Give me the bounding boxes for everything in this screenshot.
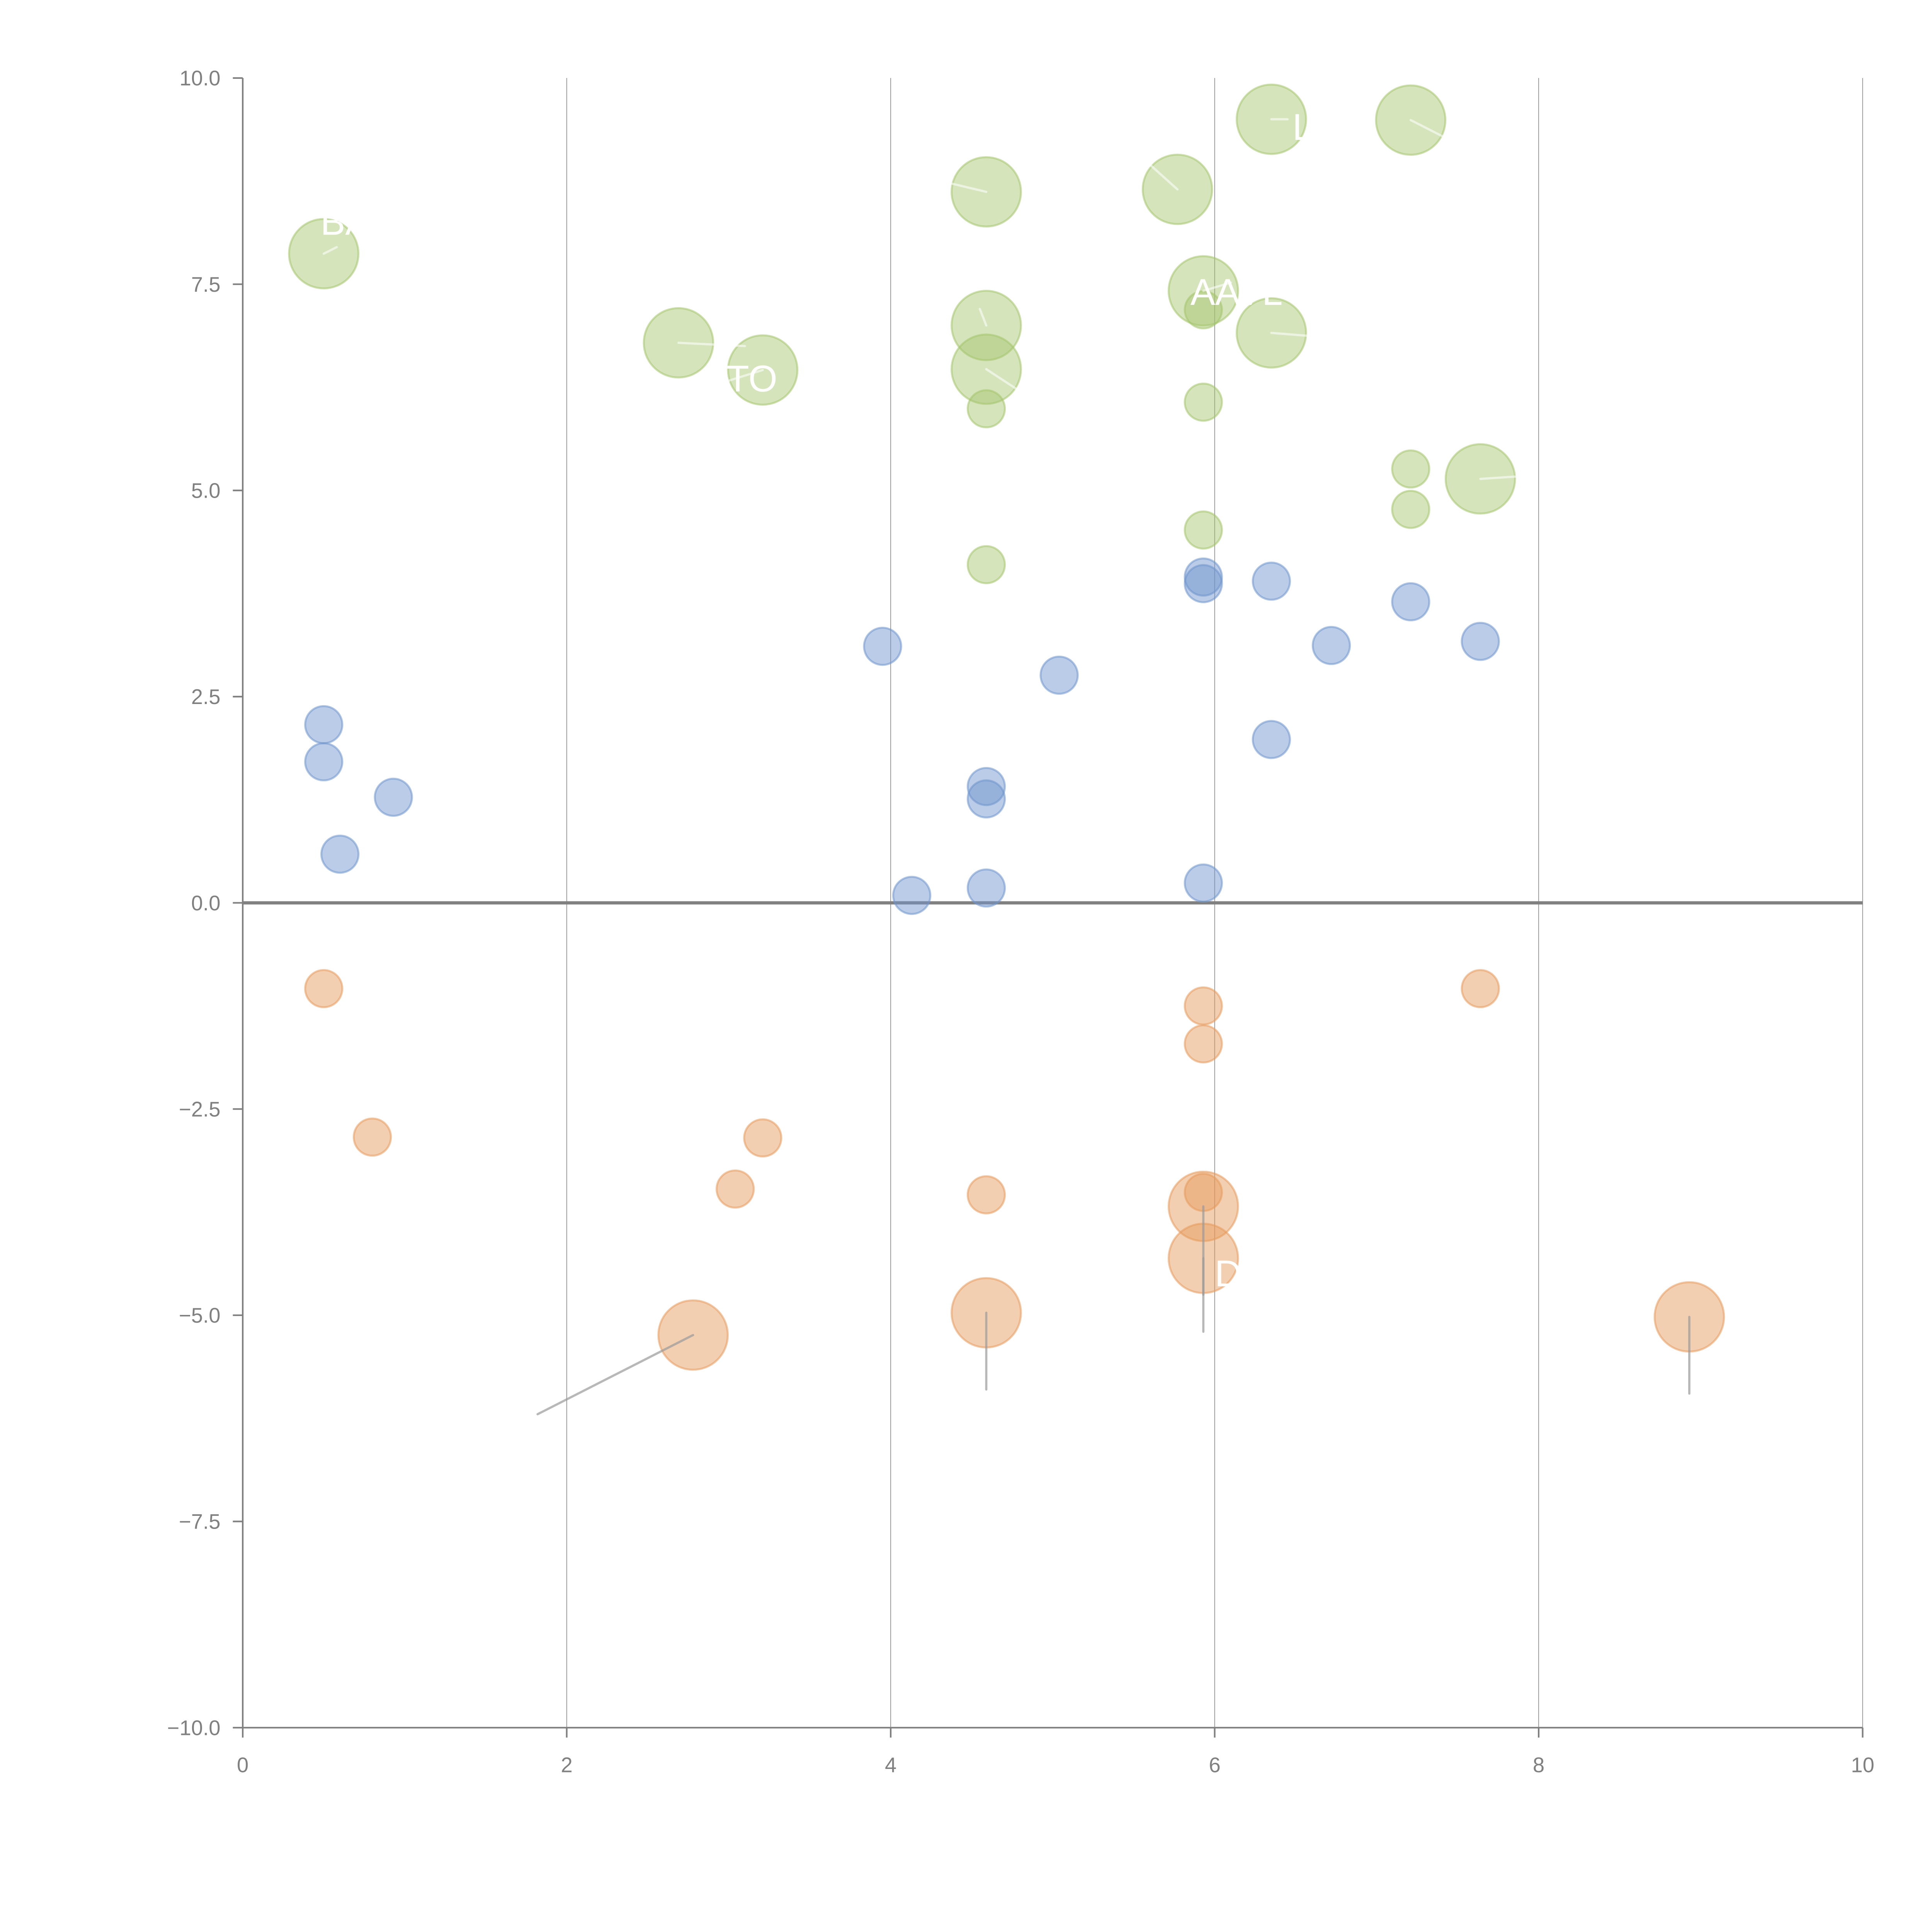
data-point-blue[interactable] [1391,582,1430,622]
data-point-orange[interactable] [352,1117,392,1157]
series-orange [304,969,1725,1371]
y-tick-label: 2.5 [191,685,221,709]
data-point-orange[interactable] [716,1169,755,1209]
label-leader-line [677,342,746,347]
label-leader-line [1409,119,1451,141]
data-point-blue[interactable] [1184,564,1223,604]
point-label: L R [1293,107,1349,148]
x-tick-label: 0 [237,1753,248,1777]
y-tick-label: −7.5 [179,1510,221,1534]
point-label: ATO [704,358,777,400]
data-point-blue[interactable] [374,777,413,817]
label-leader-line [719,369,764,384]
point-label: BA [320,202,370,243]
label-leader-line [1149,163,1179,190]
data-point-blue[interactable] [1039,655,1079,695]
y-tick-label: 7.5 [191,273,221,296]
x-tick-label: 2 [561,1753,573,1777]
y-tick-label: −2.5 [179,1097,221,1121]
data-point-blue[interactable] [966,779,1006,819]
data-point-orange[interactable] [1184,1024,1223,1064]
data-point-green[interactable] [966,389,1006,429]
x-tick-label: 10 [1851,1753,1874,1777]
point-label: AAVL [1190,272,1283,313]
label-leader-line [906,172,988,193]
y-tick-label: 5.0 [191,479,221,502]
data-point-blue[interactable] [863,627,902,666]
data-point-blue[interactable] [1461,622,1500,661]
y-tick-label: 0.0 [191,891,221,915]
x-tick-label: 4 [885,1753,896,1777]
y-tick-label: −5.0 [179,1304,221,1327]
series-blue [304,557,1500,915]
label-leader-line [536,1334,694,1415]
data-point-orange[interactable] [1184,986,1223,1026]
label-leader-line [1202,281,1232,292]
point-labels: BA ATO AAVL L R D [320,107,1349,1294]
data-point-blue[interactable] [966,868,1006,908]
data-point-blue[interactable] [304,705,344,745]
data-point-blue[interactable] [966,767,1006,806]
x-tick-label: 6 [1209,1753,1220,1777]
data-point-orange[interactable] [966,1175,1006,1214]
data-point-blue[interactable] [320,834,360,874]
data-point-blue[interactable] [892,876,932,915]
data-point-orange[interactable] [743,1118,782,1158]
label-leader-line [985,368,1022,393]
series-green [288,83,1516,584]
x-axis-ticks: 0 2 4 6 8 10 [237,1728,1874,1777]
label-leader-lines [322,118,1690,1415]
y-tick-label: −10.0 [167,1716,221,1740]
label-leader-line [1479,474,1532,480]
data-point-green[interactable] [1184,510,1223,550]
y-tick-label: 10.0 [179,66,220,90]
data-points [288,83,1725,1371]
label-leader-line [1270,332,1345,340]
label-leader-line [322,246,338,255]
data-point-blue[interactable] [1184,863,1223,903]
data-point-orange[interactable] [1461,969,1500,1009]
data-point-orange[interactable] [304,969,344,1009]
data-point-green[interactable] [1391,490,1430,529]
data-point-green[interactable] [1184,383,1223,422]
data-point-blue[interactable] [1311,626,1351,665]
label-leader-line [978,308,988,327]
data-point-blue[interactable] [1252,720,1291,759]
data-point-green[interactable] [966,545,1006,584]
data-point-blue[interactable] [304,742,344,782]
y-axis-ticks: 10.0 7.5 5.0 2.5 0.0 −2.5 −5.0 −7.5 −10.0 [167,66,243,1740]
data-point-green[interactable] [1391,449,1430,489]
point-label: D [1215,1253,1242,1294]
data-point-blue[interactable] [1252,561,1291,601]
x-tick-label: 8 [1533,1753,1544,1777]
